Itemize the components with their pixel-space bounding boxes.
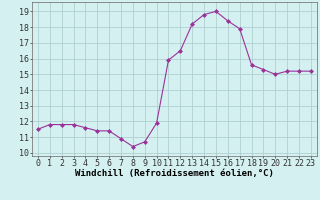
X-axis label: Windchill (Refroidissement éolien,°C): Windchill (Refroidissement éolien,°C): [75, 169, 274, 178]
